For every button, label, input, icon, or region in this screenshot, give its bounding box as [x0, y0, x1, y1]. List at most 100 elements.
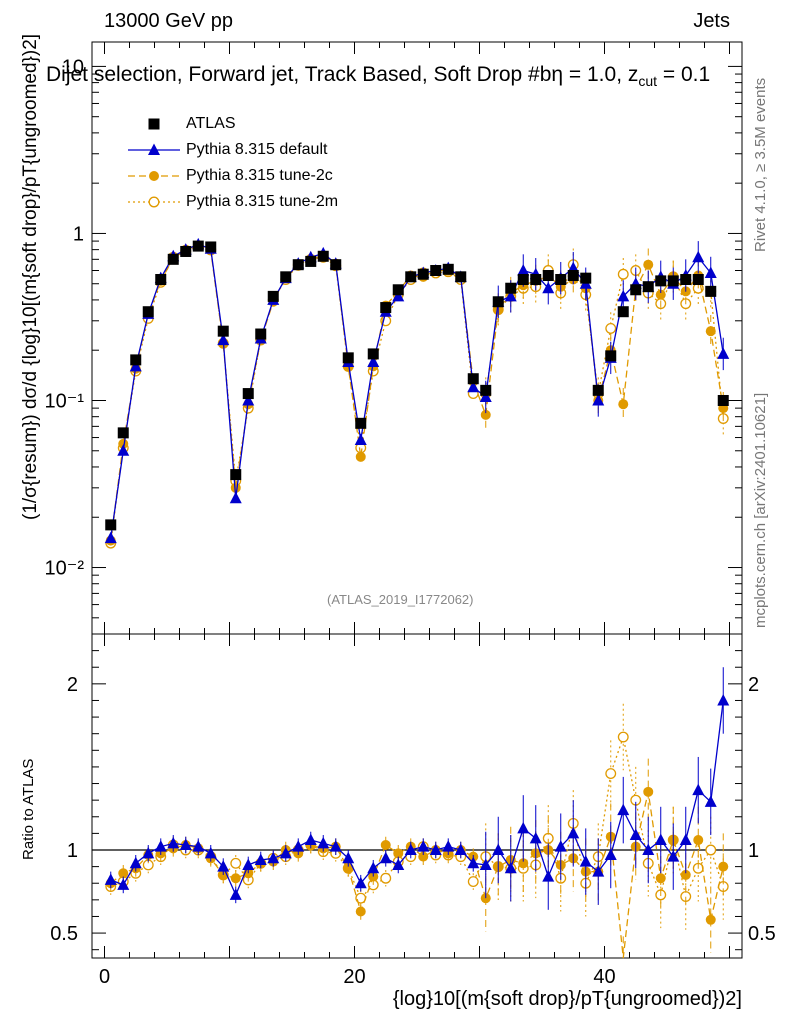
ratio-point: [705, 914, 716, 925]
ratio-point: [529, 831, 542, 844]
ratio-point: [242, 858, 255, 870]
data-point: [305, 255, 317, 267]
data-point: [655, 289, 666, 300]
legend-label-tune-2m: Pythia 8.315 tune-2m: [186, 193, 339, 210]
data-point: [655, 275, 667, 287]
x-tick-label: 0: [99, 966, 110, 988]
x-tick-label: 40: [593, 966, 615, 988]
analysis-watermark: (ATLAS_2019_I1772062): [327, 592, 474, 607]
data-point: [580, 272, 592, 284]
ratio-point: [367, 861, 380, 874]
ratio-point: [142, 846, 155, 859]
ratio-point: [429, 843, 442, 855]
data-point: [605, 322, 617, 334]
ratio-point: [342, 851, 355, 864]
ratio-line: [110, 734, 724, 900]
ratio-point: [154, 840, 167, 852]
ratio-point: [354, 876, 367, 889]
ratio-point: [718, 861, 729, 872]
ratio-point: [279, 846, 292, 859]
data-point: [480, 409, 491, 420]
ratio-line: [110, 791, 724, 959]
data-point: [155, 274, 167, 286]
header-left: 13000 GeV pp: [104, 10, 233, 32]
y-tick-label: 10: [62, 56, 84, 78]
ratio-point: [643, 786, 654, 797]
data-point: [705, 326, 716, 337]
data-point: [342, 352, 354, 364]
legend-label-tune-2c: Pythia 8.315 tune-2c: [186, 167, 333, 184]
data-point: [680, 274, 692, 286]
data-point: [542, 270, 554, 282]
data-point: [205, 241, 217, 253]
ratio-point: [317, 836, 330, 849]
ratio-point: [217, 860, 230, 872]
data-point: [642, 281, 654, 293]
data-point: [229, 491, 242, 504]
data-point: [380, 302, 392, 314]
ratio-point: [579, 855, 592, 867]
ratio-point: [679, 833, 692, 846]
ratio-plot-frame: 0 20 40 0.5 0.5 1 1 2 2: [50, 633, 776, 988]
data-point: [467, 380, 480, 393]
ratio-point: [104, 873, 117, 885]
main-frame-box: [91, 41, 743, 635]
data-point: [643, 259, 654, 270]
ratio-point: [355, 906, 366, 917]
data-point: [442, 263, 454, 275]
data-point: [217, 325, 229, 337]
ratio-point: [617, 803, 630, 816]
ratio-point: [379, 851, 392, 864]
ratio-point: [592, 865, 605, 877]
ratio-point: [254, 853, 267, 865]
data-point: [142, 306, 154, 318]
ratio-point: [292, 840, 305, 852]
ratio-point: [304, 833, 317, 846]
data-point: [618, 399, 629, 410]
x-axis-label: {log}10[(m{soft drop}/pT{ungroomed})2]: [392, 988, 742, 1010]
data-point: [542, 281, 555, 294]
ratio-point: [117, 878, 130, 890]
legend-marker: [148, 196, 160, 208]
data-point: [118, 438, 129, 449]
data-point: [492, 296, 504, 308]
legend-label-atlas: ATLAS: [186, 115, 236, 132]
ratio-point: [454, 843, 467, 855]
ratio-point: [118, 868, 129, 879]
x-tick-label: 20: [343, 966, 365, 988]
data-point: [717, 394, 729, 406]
ratio-point: [554, 840, 567, 852]
ratio-y-tick-label-right: 2: [748, 674, 759, 696]
ratio-y-tick-label-right: 0.5: [748, 923, 776, 945]
y-tick-label: 1: [73, 223, 84, 245]
data-point: [130, 354, 142, 366]
plot-title: Dijet selection, Forward jet, Track Base…: [46, 63, 710, 89]
data-point: [479, 390, 492, 402]
ratio-point: [380, 840, 391, 851]
data-point: [129, 359, 142, 372]
ratio-point: [642, 843, 655, 855]
data-point: [467, 373, 479, 385]
data-point: [355, 451, 366, 462]
data-point: [692, 274, 704, 286]
ratio-point: [167, 836, 180, 849]
y-tick-label: 10⁻¹: [45, 390, 85, 412]
data-point: [230, 482, 241, 493]
legend-label-default: Pythia 8.315 default: [186, 141, 328, 158]
data-point: [617, 289, 630, 302]
ratio-point: [329, 840, 342, 852]
data-point: [167, 253, 179, 265]
ratio-point: [230, 873, 241, 884]
ratio-y-tick-label: 2: [67, 674, 78, 696]
title-main: Dijet selection, Forward jet, Track Base…: [46, 63, 639, 86]
data-point: [242, 393, 255, 406]
data-point: [242, 388, 254, 400]
header-right: Jets: [693, 10, 730, 32]
legend-markers: [128, 118, 180, 208]
ratio-point: [504, 861, 517, 874]
data-point: [105, 519, 117, 531]
ratio-point: [655, 873, 666, 884]
ratio-point: [393, 848, 404, 859]
ratio-point: [442, 840, 455, 852]
data-point: [192, 240, 204, 252]
